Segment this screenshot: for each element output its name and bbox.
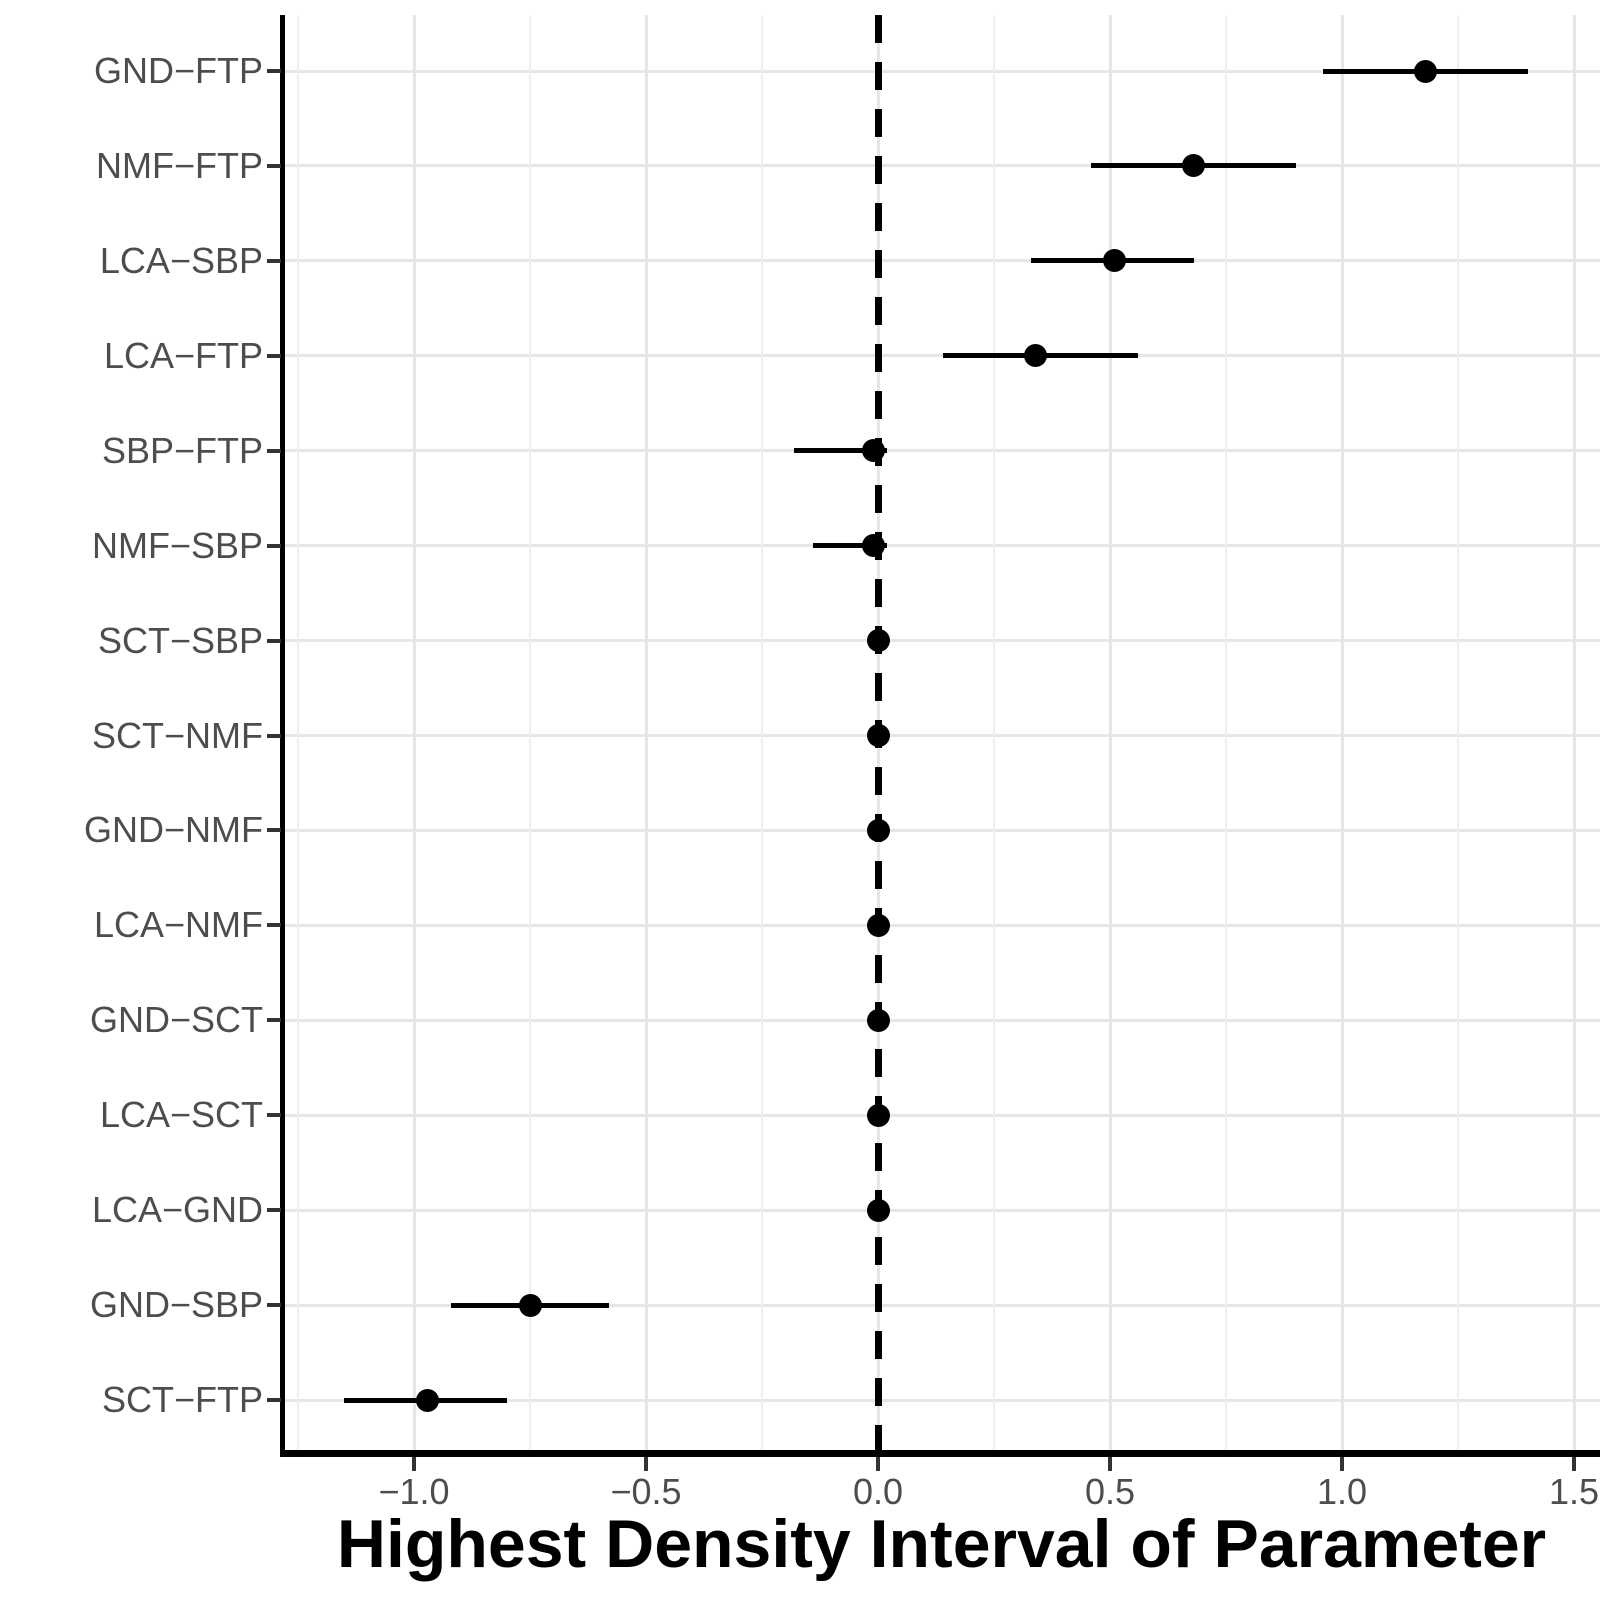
y-axis-tick <box>267 163 281 168</box>
hdi-interval-nmf-sbp <box>813 543 888 549</box>
x-tick-label: −0.5 <box>610 1471 682 1512</box>
gridline-horizontal <box>283 923 1600 927</box>
y-axis-tick <box>267 543 281 548</box>
category-label-sct-sbp: SCT−SBP <box>97 619 263 661</box>
gridline-horizontal <box>283 1398 1600 1402</box>
x-tick-label: −1.0 <box>378 1471 450 1512</box>
point-estimate-nmf-sbp <box>861 534 885 558</box>
y-axis-tick <box>267 1113 281 1118</box>
gridline-vertical-major <box>1108 15 1112 1450</box>
gridline-horizontal <box>283 259 1600 263</box>
x-axis-tick <box>412 1457 416 1471</box>
point-estimate-lca-nmf <box>866 913 890 937</box>
hdi-interval-sbp-ftp <box>794 448 888 454</box>
gridline-vertical-minor <box>761 15 763 1450</box>
category-label-gnd-sct: GND−SCT <box>89 999 263 1041</box>
gridline-vertical-minor <box>1457 15 1459 1450</box>
gridline-vertical-minor <box>993 15 995 1450</box>
gridline-horizontal <box>283 1113 1600 1117</box>
x-axis-tick <box>1340 1457 1344 1471</box>
point-estimate-gnd-sbp <box>518 1293 542 1317</box>
point-estimate-lca-ftp <box>1024 344 1048 368</box>
y-axis-tick <box>267 448 281 453</box>
x-tick-label: 0.0 <box>852 1471 904 1512</box>
x-axis-tick <box>644 1457 648 1471</box>
category-label-lca-gnd: LCA−GND <box>91 1189 263 1231</box>
x-tick-label: 1.0 <box>1316 1471 1368 1512</box>
point-estimate-sct-ftp <box>416 1388 440 1412</box>
category-label-gnd-nmf: GND−NMF <box>84 809 263 851</box>
y-axis-tick <box>267 733 281 738</box>
gridline-horizontal <box>283 449 1600 453</box>
point-estimate-lca-sct <box>866 1103 890 1127</box>
gridline-horizontal <box>283 1303 1600 1307</box>
point-estimate-gnd-nmf <box>866 818 890 842</box>
x-axis-tick <box>1108 1457 1112 1471</box>
x-axis-title: Highest Density Interval of Parameter <box>336 1506 1547 1582</box>
point-estimate-lca-gnd <box>866 1198 890 1222</box>
category-label-gnd-ftp: GND−FTP <box>93 50 263 91</box>
y-axis-tick <box>267 1208 281 1213</box>
gridline-vertical-major <box>1340 15 1344 1450</box>
gridline-horizontal <box>283 354 1600 358</box>
gridline-horizontal <box>283 734 1600 737</box>
category-label-lca-sbp: LCA−SBP <box>99 239 263 281</box>
gridline-vertical-major <box>644 15 648 1450</box>
y-axis-tick <box>267 258 281 263</box>
gridline-horizontal <box>283 1018 1600 1022</box>
gridline-horizontal <box>283 164 1600 168</box>
point-estimate-gnd-sct <box>866 1008 890 1032</box>
gridline-vertical-major <box>412 15 416 1450</box>
point-estimate-lca-sbp <box>1103 249 1127 273</box>
y-axis-tick <box>267 1303 281 1308</box>
plot-panel <box>283 15 1600 1450</box>
gridline-horizontal <box>283 828 1600 832</box>
category-label-sbp-ftp: SBP−FTP <box>101 429 263 471</box>
y-axis-tick <box>267 69 281 73</box>
gridline-vertical-major <box>1572 15 1576 1450</box>
category-label-sct-ftp: SCT−FTP <box>101 1379 263 1421</box>
point-estimate-nmf-ftp <box>1182 154 1206 178</box>
category-label-nmf-sbp: NMF−SBP <box>91 524 263 566</box>
x-tick-label: 1.5 <box>1548 1471 1600 1512</box>
y-axis-tick <box>267 353 281 358</box>
gridline-horizontal <box>283 544 1600 548</box>
x-axis-line <box>280 1450 1600 1457</box>
y-axis-tick <box>267 1398 281 1403</box>
x-tick-label: 0.5 <box>1084 1471 1136 1512</box>
point-estimate-sct-sbp <box>866 629 890 653</box>
category-label-sct-nmf: SCT−NMF <box>92 714 263 756</box>
gridline-vertical-minor <box>297 15 299 1450</box>
y-axis-tick <box>267 828 281 833</box>
category-label-gnd-sbp: GND−SBP <box>89 1284 263 1326</box>
category-label-lca-sct: LCA−SCT <box>99 1094 263 1136</box>
y-axis-tick <box>267 1018 281 1023</box>
gridline-horizontal <box>283 69 1600 73</box>
y-axis-tick <box>267 923 281 928</box>
category-label-lca-nmf: LCA−NMF <box>93 904 263 946</box>
gridline-horizontal <box>283 639 1600 643</box>
point-estimate-sct-nmf <box>866 724 890 747</box>
gridline-vertical-minor <box>1225 15 1227 1450</box>
gridline-horizontal <box>283 1208 1600 1212</box>
category-label-nmf-ftp: NMF−FTP <box>96 144 263 186</box>
point-estimate-sbp-ftp <box>861 439 885 463</box>
point-estimate-gnd-ftp <box>1414 59 1438 83</box>
gridline-vertical-minor <box>529 15 531 1450</box>
x-axis-tick <box>1572 1457 1576 1471</box>
x-axis-tick <box>876 1457 880 1471</box>
category-label-lca-ftp: LCA−FTP <box>103 334 263 376</box>
y-axis-tick <box>267 638 281 643</box>
y-axis-line <box>280 15 285 1457</box>
